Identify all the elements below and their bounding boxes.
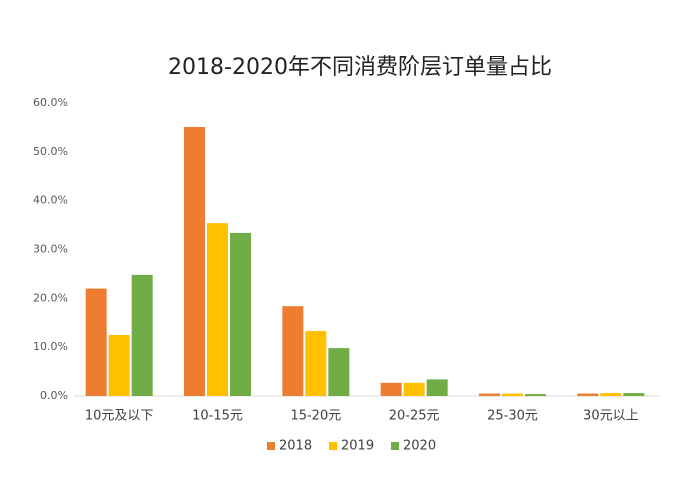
bar [502,393,523,396]
bar [479,393,500,396]
y-tick-label: 10.0% [33,340,68,353]
bar [525,394,546,396]
legend-swatch [267,442,275,450]
bar [623,393,645,396]
legend-label: 2018 [279,439,312,454]
bar [207,223,228,396]
y-tick-label: 0.0% [40,389,68,402]
y-tick-label: 50.0% [33,145,68,158]
x-tick-label: 10-15元 [192,409,243,424]
y-tick-label: 20.0% [33,291,68,304]
bar [426,379,448,396]
bar [282,306,304,396]
chart-title: 2018-2020年不同消费阶层订单量占比 [168,55,552,80]
bar [403,382,425,396]
bar [85,288,107,396]
x-tick-label: 20-25元 [389,409,440,424]
bar [305,331,327,396]
x-tick-label: 30元以上 [583,409,639,424]
bar [184,126,205,396]
x-tick-label: 15-20元 [290,409,341,424]
bar [380,382,402,396]
bar [108,334,130,396]
legend-swatch [329,442,337,450]
bar [230,232,251,396]
legend-label: 2020 [403,439,436,454]
bar [577,393,599,396]
y-tick-label: 30.0% [33,243,68,256]
x-tick-label: 25-30元 [487,409,538,424]
legend-label: 2019 [341,439,374,454]
bar [131,274,153,396]
bar [328,348,350,396]
legend-swatch [391,442,399,450]
y-tick-label: 40.0% [33,194,68,207]
bar [600,393,622,396]
x-tick-label: 10元及以下 [85,409,154,424]
y-tick-label: 60.0% [33,96,68,109]
